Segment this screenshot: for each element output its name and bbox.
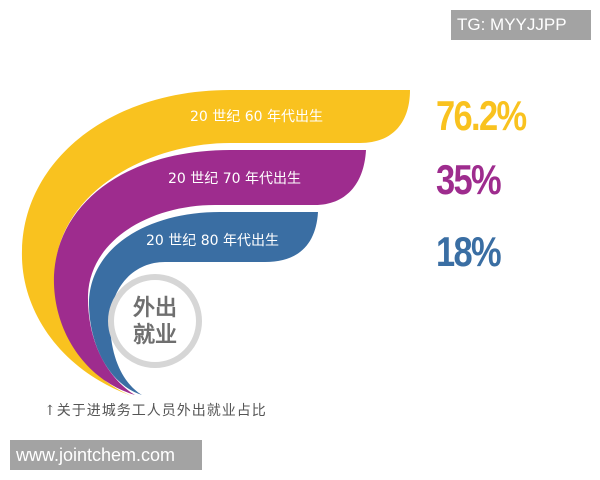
band-1970s (53, 150, 366, 395)
band-1960s (21, 90, 410, 396)
chart-caption: ↑关于进城务工人员外出就业占比 (44, 403, 267, 419)
center-circle (108, 274, 202, 368)
band-label-1970s: 20 世纪 70 年代出生 (168, 171, 301, 187)
watermark-bottom: www.jointchem.com (10, 440, 202, 470)
watermark-top: TG: MYYJJPP (451, 10, 591, 40)
value-label-1960s: 76.2% (436, 92, 527, 139)
center-label-line1: 外出 (132, 296, 177, 321)
band-1980s (88, 212, 318, 395)
band-label-1960s: 20 世纪 60 年代出生 (190, 109, 323, 125)
value-label-1970s: 35% (436, 156, 502, 203)
value-label-1980s: 18% (436, 228, 502, 275)
center-label: 外出 就业 (123, 295, 187, 349)
band-label-1980s: 20 世纪 80 年代出生 (146, 233, 279, 249)
center-label-line2: 就业 (132, 323, 177, 348)
